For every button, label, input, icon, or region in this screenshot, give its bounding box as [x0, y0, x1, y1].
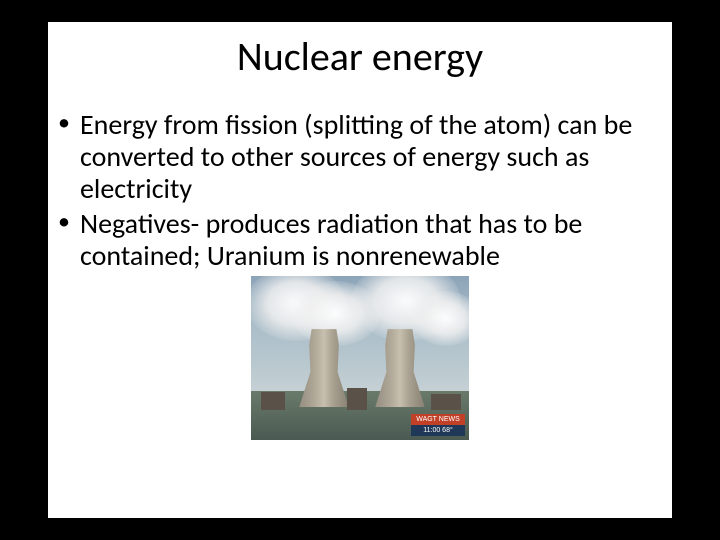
slide-content: Nuclear energy Energy from fission (spli… — [48, 22, 672, 518]
bullet-list: Energy from fission (splitting of the at… — [48, 109, 672, 272]
bullet-item: Negatives- produces radiation that has t… — [56, 208, 664, 272]
nuclear-plant-image: WAGT NEWS 11:00 68° — [251, 276, 469, 440]
cooling-tower — [293, 329, 355, 407]
slide: Nuclear energy Energy from fission (spli… — [0, 0, 720, 540]
cooling-tower — [369, 329, 431, 407]
bullet-item: Energy from fission (splitting of the at… — [56, 109, 664, 206]
image-container: WAGT NEWS 11:00 68° — [48, 276, 672, 440]
broadcast-watermark: WAGT NEWS 11:00 68° — [411, 414, 465, 436]
building — [261, 392, 285, 410]
watermark-text: WAGT NEWS — [411, 414, 465, 425]
building — [431, 394, 461, 410]
slide-title: Nuclear energy — [48, 32, 672, 81]
watermark-text: 11:00 68° — [411, 425, 465, 436]
building — [347, 388, 367, 410]
